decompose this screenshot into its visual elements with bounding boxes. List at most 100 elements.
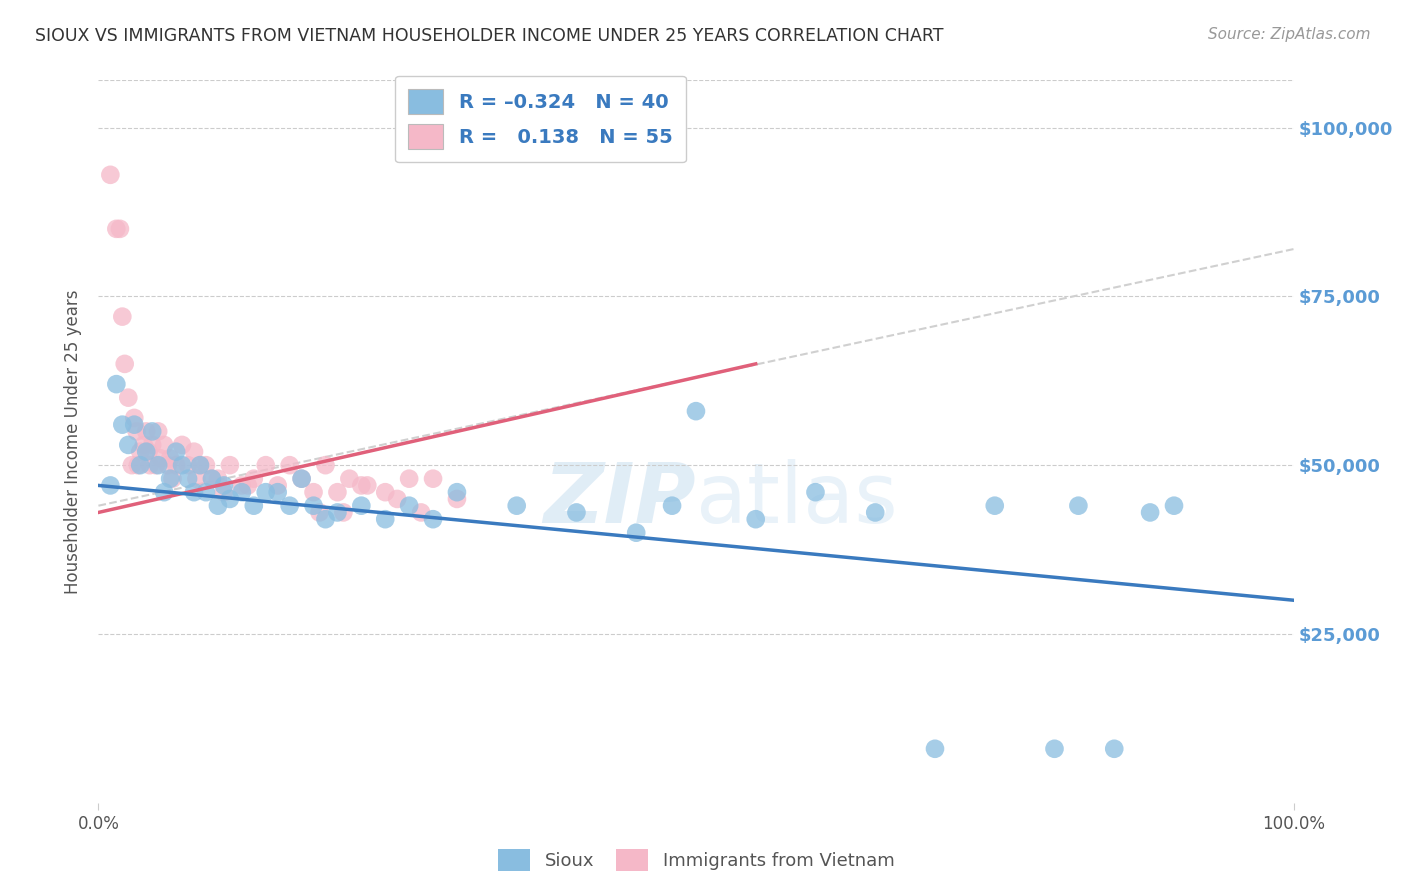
Point	[111, 310, 134, 324]
Point	[124, 411, 146, 425]
Point	[141, 438, 163, 452]
Point	[984, 499, 1007, 513]
Point	[207, 499, 229, 513]
Point	[231, 478, 253, 492]
Point	[1139, 505, 1161, 519]
Point	[626, 525, 648, 540]
Point	[138, 444, 160, 458]
Point	[291, 472, 314, 486]
Point	[135, 444, 157, 458]
Point	[291, 472, 314, 486]
Point	[172, 438, 194, 452]
Point	[231, 485, 253, 500]
Point	[243, 499, 266, 513]
Point	[243, 472, 266, 486]
Point	[183, 485, 205, 500]
Point	[356, 478, 378, 492]
Point	[745, 512, 768, 526]
Point	[98, 168, 122, 182]
Point	[350, 478, 373, 492]
Point	[267, 485, 290, 500]
Point	[326, 505, 349, 519]
Point	[135, 425, 157, 439]
Point	[153, 438, 176, 452]
Point	[254, 458, 277, 472]
Point	[315, 458, 337, 472]
Point	[254, 485, 277, 500]
Point	[149, 451, 172, 466]
Point	[186, 472, 208, 486]
Point	[1067, 499, 1090, 513]
Point	[1163, 499, 1185, 513]
Point	[141, 425, 163, 439]
Point	[326, 485, 349, 500]
Point	[125, 425, 148, 439]
Point	[685, 404, 707, 418]
Point	[350, 499, 373, 513]
Point	[446, 491, 468, 506]
Point	[446, 485, 468, 500]
Point	[129, 458, 152, 472]
Point	[278, 499, 301, 513]
Point	[385, 491, 409, 506]
Point	[195, 485, 218, 500]
Text: SIOUX VS IMMIGRANTS FROM VIETNAM HOUSEHOLDER INCOME UNDER 25 YEARS CORRELATION C: SIOUX VS IMMIGRANTS FROM VIETNAM HOUSEHO…	[35, 27, 943, 45]
Point	[132, 438, 155, 452]
Point	[207, 472, 229, 486]
Point	[165, 458, 187, 472]
Point	[114, 357, 136, 371]
Point	[332, 505, 354, 519]
Point	[153, 485, 176, 500]
Point	[201, 472, 224, 486]
Point	[339, 472, 361, 486]
Point	[804, 485, 827, 500]
Point	[111, 417, 134, 432]
Point	[398, 472, 420, 486]
Point	[201, 472, 224, 486]
Point	[315, 512, 337, 526]
Point	[148, 425, 170, 439]
Point	[374, 512, 396, 526]
Point	[302, 485, 325, 500]
Point	[188, 458, 211, 472]
Point	[183, 444, 205, 458]
Point	[212, 478, 235, 492]
Point	[411, 505, 433, 519]
Point	[117, 438, 139, 452]
Point	[177, 472, 200, 486]
Point	[105, 222, 128, 236]
Point	[267, 478, 290, 492]
Point	[129, 444, 152, 458]
Point	[156, 458, 179, 472]
Point	[219, 458, 242, 472]
Point	[195, 458, 218, 472]
Point	[139, 458, 162, 472]
Point	[127, 458, 149, 472]
Point	[422, 472, 444, 486]
Point	[219, 491, 242, 506]
Point	[278, 458, 301, 472]
Point	[162, 472, 184, 486]
Point	[1043, 741, 1066, 756]
Point	[172, 458, 194, 472]
Point	[159, 472, 181, 486]
Point	[924, 741, 946, 756]
Point	[145, 458, 167, 472]
Legend: Sioux, Immigrants from Vietnam: Sioux, Immigrants from Vietnam	[488, 840, 904, 880]
Point	[148, 458, 170, 472]
Point	[302, 499, 325, 513]
Text: atlas: atlas	[696, 458, 897, 540]
Point	[108, 222, 131, 236]
Point	[374, 485, 396, 500]
Y-axis label: Householder Income Under 25 years: Householder Income Under 25 years	[65, 289, 83, 594]
Point	[236, 478, 259, 492]
Point	[159, 451, 181, 466]
Text: ZIP: ZIP	[543, 458, 696, 540]
Point	[422, 512, 444, 526]
Text: Source: ZipAtlas.com: Source: ZipAtlas.com	[1208, 27, 1371, 42]
Point	[398, 499, 420, 513]
Point	[308, 505, 330, 519]
Point	[865, 505, 887, 519]
Point	[98, 478, 122, 492]
Point	[117, 391, 139, 405]
